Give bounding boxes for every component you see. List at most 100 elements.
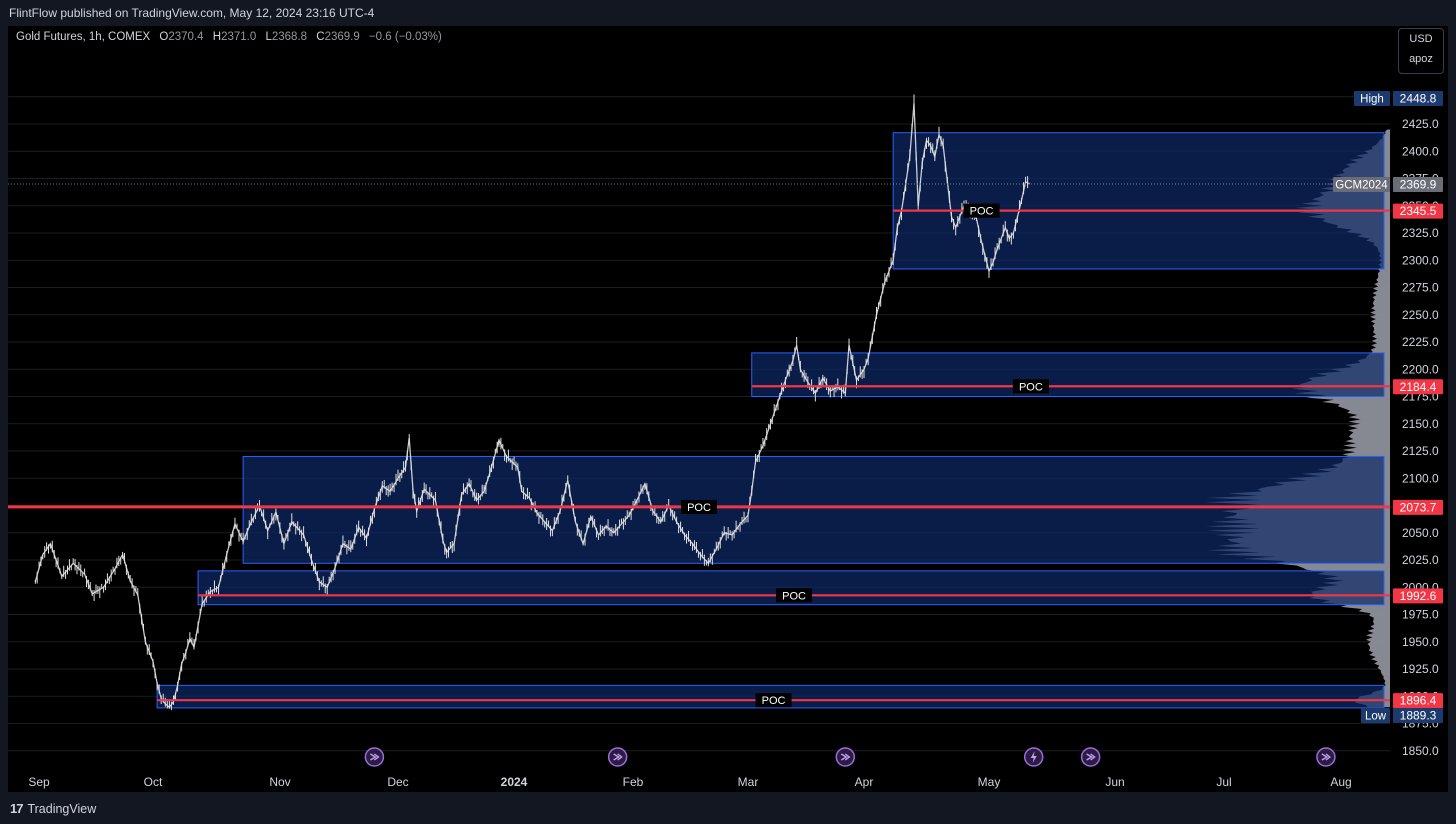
y-tick-label: 2275.0 <box>1402 281 1439 295</box>
x-tick-label: Apr <box>855 775 874 789</box>
y-tick-label: 2150.0 <box>1402 417 1439 431</box>
y-tick-label: 2300.0 <box>1402 253 1439 267</box>
poc-price-tag-bg <box>1393 588 1443 604</box>
range-box <box>892 132 1385 270</box>
poc-price-tag-bg <box>1393 693 1443 709</box>
y-tick-label: 2025.0 <box>1402 553 1439 567</box>
tradingview-logo-icon: 17 <box>10 801 24 816</box>
poc-label: POC <box>687 502 711 514</box>
open-label: O <box>159 31 169 43</box>
y-tick-label: 2100.0 <box>1402 471 1439 485</box>
poc-lines: POC POC POC POC POC <box>8 203 1390 708</box>
poc-price-tag-text: 1992.6 <box>1400 589 1437 603</box>
y-tick-label: 2325.0 <box>1402 226 1439 240</box>
poc-price-tag-text: 2073.7 <box>1400 500 1437 514</box>
poc-price-tag: 2073.7 <box>1393 499 1443 515</box>
x-tick-label: Jun <box>1105 775 1124 789</box>
poc-price-tag-bg <box>1393 499 1443 515</box>
low-price-tag-label-bg <box>1361 708 1390 723</box>
y-tick-label: 2400.0 <box>1402 144 1439 158</box>
publish-info: FlintFlow published on TradingView.com, … <box>9 6 375 20</box>
poc-price-tag-bg <box>1393 379 1443 395</box>
y-tick-label: 1925.0 <box>1402 662 1439 676</box>
low-price-tag: Low 1889.3 <box>1361 708 1443 723</box>
poc-price-tag: 1896.4 <box>1393 693 1443 709</box>
x-tick-label: Aug <box>1330 775 1351 789</box>
user-label: apoz <box>1409 53 1433 65</box>
low-price-tag-label: Low <box>1365 711 1387 723</box>
range-box <box>242 455 1385 564</box>
y-tick-label: 1975.0 <box>1402 608 1439 622</box>
event-markers <box>364 747 1336 767</box>
price-series-line <box>34 103 1030 709</box>
high-price-tag-value: 2448.8 <box>1400 92 1437 106</box>
poc-price-tag: 2345.5 <box>1393 203 1443 219</box>
x-tick-label: 2024 <box>501 775 528 789</box>
x-tick-label: Oct <box>144 775 163 789</box>
footer-bar <box>0 792 1456 824</box>
split-arrow-icon[interactable] <box>364 747 385 767</box>
x-tick-label: Jul <box>1216 775 1231 789</box>
high-price-tag-label-bg <box>1354 91 1390 106</box>
last-price-tag-label-bg <box>1333 177 1390 192</box>
poc-price-tag-text: 2184.4 <box>1400 380 1437 394</box>
last-price-tag: GCM2024 2369.9 <box>1333 177 1443 192</box>
poc-price-tag-text: 1896.4 <box>1400 694 1437 708</box>
x-tick-label: Sep <box>28 775 50 789</box>
tradingview-brand[interactable]: 17 TradingView <box>10 801 96 816</box>
close-value: 2369.9 <box>324 31 360 43</box>
y-tick-label: 2425.0 <box>1402 117 1439 131</box>
poc-label: POC <box>970 206 994 218</box>
low-value: 2368.8 <box>271 31 308 43</box>
poc-label-bg <box>755 693 792 708</box>
high-label: H <box>212 31 222 43</box>
split-arrow-icon[interactable] <box>1080 747 1101 767</box>
split-arrow-icon[interactable] <box>1316 747 1336 767</box>
y-tick-label: 2200.0 <box>1402 362 1439 376</box>
publish-bar: FlintFlow published on TradingView.com, … <box>0 0 1456 26</box>
poc-price-tag: 2184.4 <box>1393 379 1443 395</box>
split-arrow-glyph <box>613 753 623 761</box>
y-tick-label: 1850.0 <box>1402 744 1439 758</box>
last-price-tag-value-bg <box>1393 177 1443 192</box>
poc-label-bg <box>776 588 813 603</box>
high-price-tag: High 2448.8 <box>1354 91 1443 106</box>
y-tick-label: 2050.0 <box>1402 526 1439 540</box>
x-tick-label: Mar <box>738 775 759 789</box>
split-arrow-icon[interactable] <box>607 747 628 767</box>
split-arrow-glyph <box>1321 753 1332 761</box>
x-tick-label: Nov <box>269 775 290 789</box>
split-arrow-glyph <box>840 753 851 761</box>
poc-label-bg <box>1012 379 1049 394</box>
close-label: C <box>316 31 325 43</box>
split-arrow-glyph <box>370 753 380 761</box>
y-tick-label: 2225.0 <box>1402 335 1439 349</box>
last-price-tag-value: 2369.9 <box>1400 178 1437 192</box>
low-price-tag-value-bg <box>1393 708 1443 723</box>
lightning-glyph <box>1030 751 1037 763</box>
split-arrow-icon[interactable] <box>835 747 856 767</box>
change-value: −0.6 (−0.03%) <box>368 31 442 43</box>
lightning-icon[interactable] <box>1023 747 1044 767</box>
y-tick-label: 1950.0 <box>1402 635 1439 649</box>
x-tick-label: May <box>978 775 1001 789</box>
symbol-title[interactable]: Gold Futures, 1h, COMEX <box>16 31 151 43</box>
poc-price-tag-bg <box>1393 203 1443 219</box>
y-tick-label: 2125.0 <box>1402 444 1439 458</box>
high-price-tag-value-bg <box>1393 91 1443 106</box>
range-box <box>751 352 1385 397</box>
low-label: L <box>265 31 272 43</box>
open-value: 2370.4 <box>168 31 204 43</box>
poc-price-tag-text: 2345.5 <box>1400 204 1437 218</box>
candles <box>34 94 1030 711</box>
poc-label: POC <box>1019 381 1043 393</box>
split-arrow-glyph <box>1086 753 1096 761</box>
poc-label: POC <box>782 590 806 602</box>
symbol-legend: Gold Futures, 1h, COMEX O2370.4 H2371.0 … <box>16 31 442 43</box>
high-value: 2371.0 <box>221 31 257 43</box>
low-price-tag-value: 1889.3 <box>1400 709 1437 723</box>
currency-label: USD <box>1409 33 1433 45</box>
currency-unit-box[interactable]: USD apoz <box>1398 28 1444 74</box>
poc-label-bg <box>681 499 717 514</box>
